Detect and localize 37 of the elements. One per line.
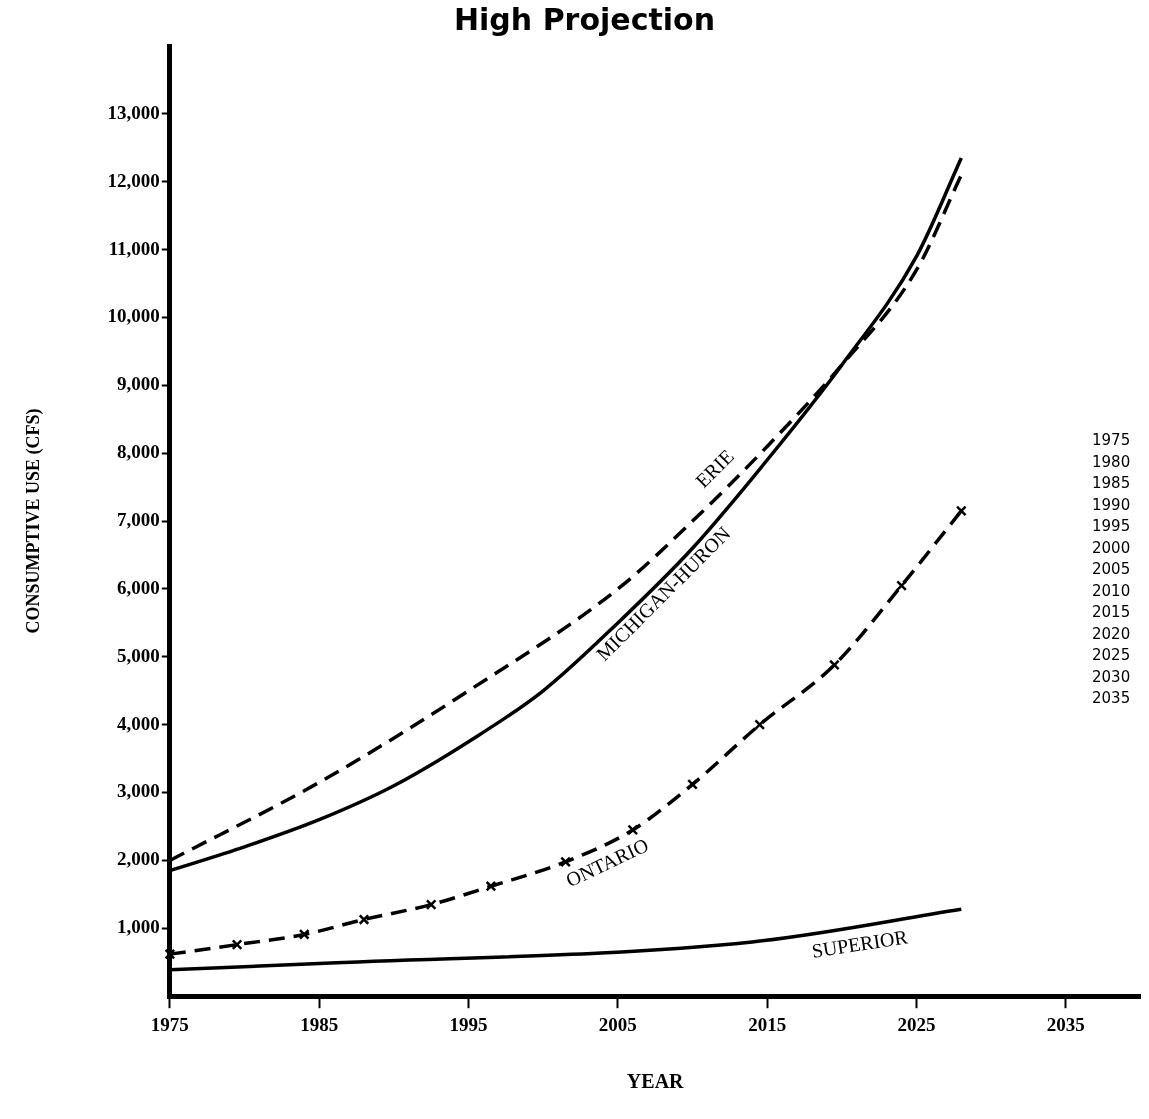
y-tick-label: 8,000 [117,441,160,463]
y-tick-label: 5,000 [117,644,160,666]
annotation: 1985 [1092,473,1131,494]
x-tick-label: 2015 [748,1013,787,1035]
y-tick-label: 6,000 [117,576,160,598]
annotation: 2035 [1092,688,1131,709]
y-tick-label: 12,000 [107,169,160,191]
y-tick-label: 9,000 [117,373,160,395]
annotation: 2030 [1092,666,1131,688]
annotation: 2015 [1092,602,1131,623]
x-tick-label: 2035 [1046,1013,1085,1035]
annotation: 1995 [1092,516,1131,537]
y-tick-label: 10,000 [107,305,160,327]
y-tick-label: 3,000 [117,780,160,802]
annotation: 2010 [1092,580,1131,602]
x-tick-label: 1985 [300,1013,339,1035]
y-tick-label: 7,000 [117,509,160,531]
annotation: 2005 [1092,559,1131,580]
annotation: 2000 [1092,537,1131,559]
y-tick-label: 13,000 [107,101,160,123]
y-axis-title: CONSUMPTIVE USE (CFS) [23,408,45,634]
y-tick-label: 1,000 [117,916,160,938]
annotation: 1980 [1092,451,1131,473]
x-tick-label: 2025 [897,1013,936,1035]
x-tick-label: 2005 [598,1013,637,1035]
y-tick-label: 2,000 [117,848,160,870]
x-tick-label: 1995 [449,1013,488,1035]
annotation: 1990 [1092,494,1131,516]
text: SUPERIOR [810,925,910,962]
y-tick-label: 11,000 [108,237,160,259]
y-tick-label: 4,000 [117,712,160,734]
x-tick-label: 1975 [150,1013,189,1035]
annotation: 2020 [1092,623,1131,645]
chart-title: High Projection [453,1,716,37]
x-axis-title: YEAR [626,1070,685,1093]
annotation: 2025 [1092,645,1131,666]
annotation: 1975 [1092,430,1131,451]
